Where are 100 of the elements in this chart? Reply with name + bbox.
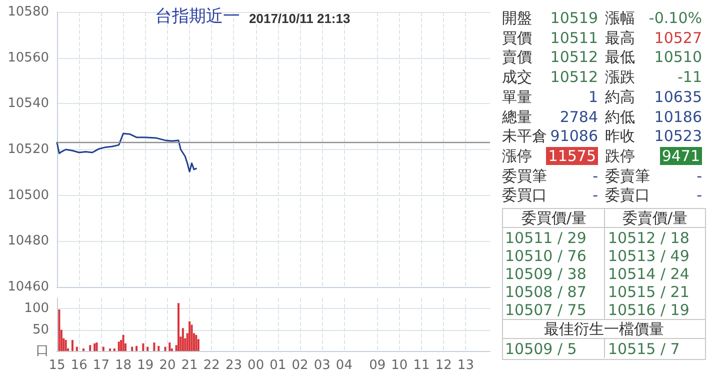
x-tick-label: 04: [336, 358, 352, 373]
bar: [118, 342, 120, 351]
chart-title: 台指期近一: [155, 6, 240, 26]
y-tick-label: 50: [32, 322, 49, 338]
bar: [71, 340, 74, 351]
text: 總量: [502, 108, 532, 126]
text: 昨收: [605, 127, 635, 146]
text: 委賣筆: [605, 166, 650, 185]
text: 委賣口: [605, 186, 650, 204]
x-tick-label: 12: [435, 358, 452, 373]
text: 最低: [605, 48, 635, 66]
text: -: [696, 166, 702, 185]
x-tick-label: 18: [115, 358, 132, 373]
text: 10507 / 75: [505, 301, 586, 319]
bar: [89, 345, 92, 351]
text: 1: [588, 88, 598, 106]
bar: [197, 339, 200, 351]
bar: [102, 346, 104, 351]
bar: [142, 343, 144, 351]
chart-subtitle: 2017/10/11 21:13: [249, 11, 350, 26]
y-tick-label: 10560: [8, 50, 49, 66]
bar: [58, 309, 60, 351]
text: 漲跌: [605, 68, 635, 86]
text: 10509 / 5: [505, 340, 577, 358]
bar: [122, 334, 124, 351]
text: 開盤: [502, 9, 532, 27]
text: 10510: [654, 48, 702, 66]
x-tick-label: 23: [225, 358, 242, 373]
text: 9471: [660, 146, 702, 165]
text: -0.10%: [648, 9, 702, 27]
bar: [82, 348, 85, 351]
bar: [182, 328, 184, 351]
y-tick-label: 10540: [8, 96, 49, 112]
line-series: [56, 132, 197, 172]
x-tick-label: 00: [248, 358, 264, 373]
text: 10519: [550, 9, 598, 27]
bar: [76, 346, 78, 351]
text: 10511: [550, 28, 598, 47]
text: 10516 / 19: [608, 301, 690, 319]
y-tick-label: 10580: [8, 4, 49, 20]
x-tick-label: 19: [137, 358, 154, 373]
text: 10512: [550, 48, 598, 66]
text: 10527: [654, 28, 702, 47]
text: 買價: [502, 28, 532, 47]
text: 10515 / 7: [608, 340, 680, 358]
text: 成交: [502, 68, 532, 86]
text: 賣價: [502, 48, 532, 66]
text: 單量: [502, 88, 532, 106]
x-tick-label: 01: [270, 358, 286, 373]
text: 10523: [654, 127, 702, 146]
text: 91086: [550, 127, 598, 146]
x-tick-label: 20: [159, 358, 176, 373]
bar: [96, 342, 98, 351]
bar: [146, 346, 149, 351]
bar: [178, 303, 180, 351]
text: 10514 / 24: [608, 265, 690, 283]
x-tick-label: 16: [70, 358, 88, 373]
bar: [164, 346, 166, 351]
text: 10510 / 76: [505, 247, 586, 265]
text: -: [696, 186, 702, 204]
x-tick-label: 03: [314, 358, 330, 373]
x-tick-label: 11: [413, 358, 430, 373]
text: 委買口: [502, 186, 547, 204]
text: 委賣價/量: [622, 209, 688, 227]
x-tick-label: 09: [369, 358, 386, 373]
bar: [94, 343, 96, 351]
text: 11575: [546, 146, 598, 165]
y-tick-label: 100: [24, 301, 49, 316]
bar: [190, 324, 193, 351]
x-tick-label: 17: [92, 358, 110, 373]
text: 約高: [605, 88, 635, 106]
y-tick-label: 10460: [8, 280, 49, 294]
text: 委買價/量: [521, 209, 587, 227]
text: -: [592, 186, 598, 204]
text: 10513 / 49: [608, 247, 690, 265]
bar: [158, 346, 160, 351]
bar: [113, 348, 116, 351]
text: -: [592, 166, 598, 185]
text: 10512: [550, 68, 598, 86]
text: 10511 / 29: [505, 229, 586, 247]
text: 漲幅: [605, 9, 635, 27]
text: 10509 / 38: [505, 265, 586, 283]
x-tick-label: 13: [457, 358, 474, 373]
bar: [188, 321, 191, 351]
y-tick-label: 口: [36, 344, 49, 358]
text: 漲停: [502, 146, 532, 165]
bar: [131, 346, 134, 351]
x-tick-label: 22: [203, 358, 220, 373]
y-tick-label: 10520: [8, 142, 49, 157]
bar: [153, 342, 156, 351]
x-tick-label: 15: [48, 358, 66, 373]
text: 最高: [605, 28, 635, 47]
bar: [195, 334, 198, 351]
bar: [109, 348, 112, 351]
text: 最佳衍生一檔價量: [543, 320, 665, 338]
x-tick-label: 10: [391, 358, 408, 373]
text: 未平倉: [502, 127, 547, 146]
x-tick-label: 21: [181, 358, 198, 373]
bar: [136, 346, 138, 351]
text: 委買筆: [502, 166, 547, 185]
